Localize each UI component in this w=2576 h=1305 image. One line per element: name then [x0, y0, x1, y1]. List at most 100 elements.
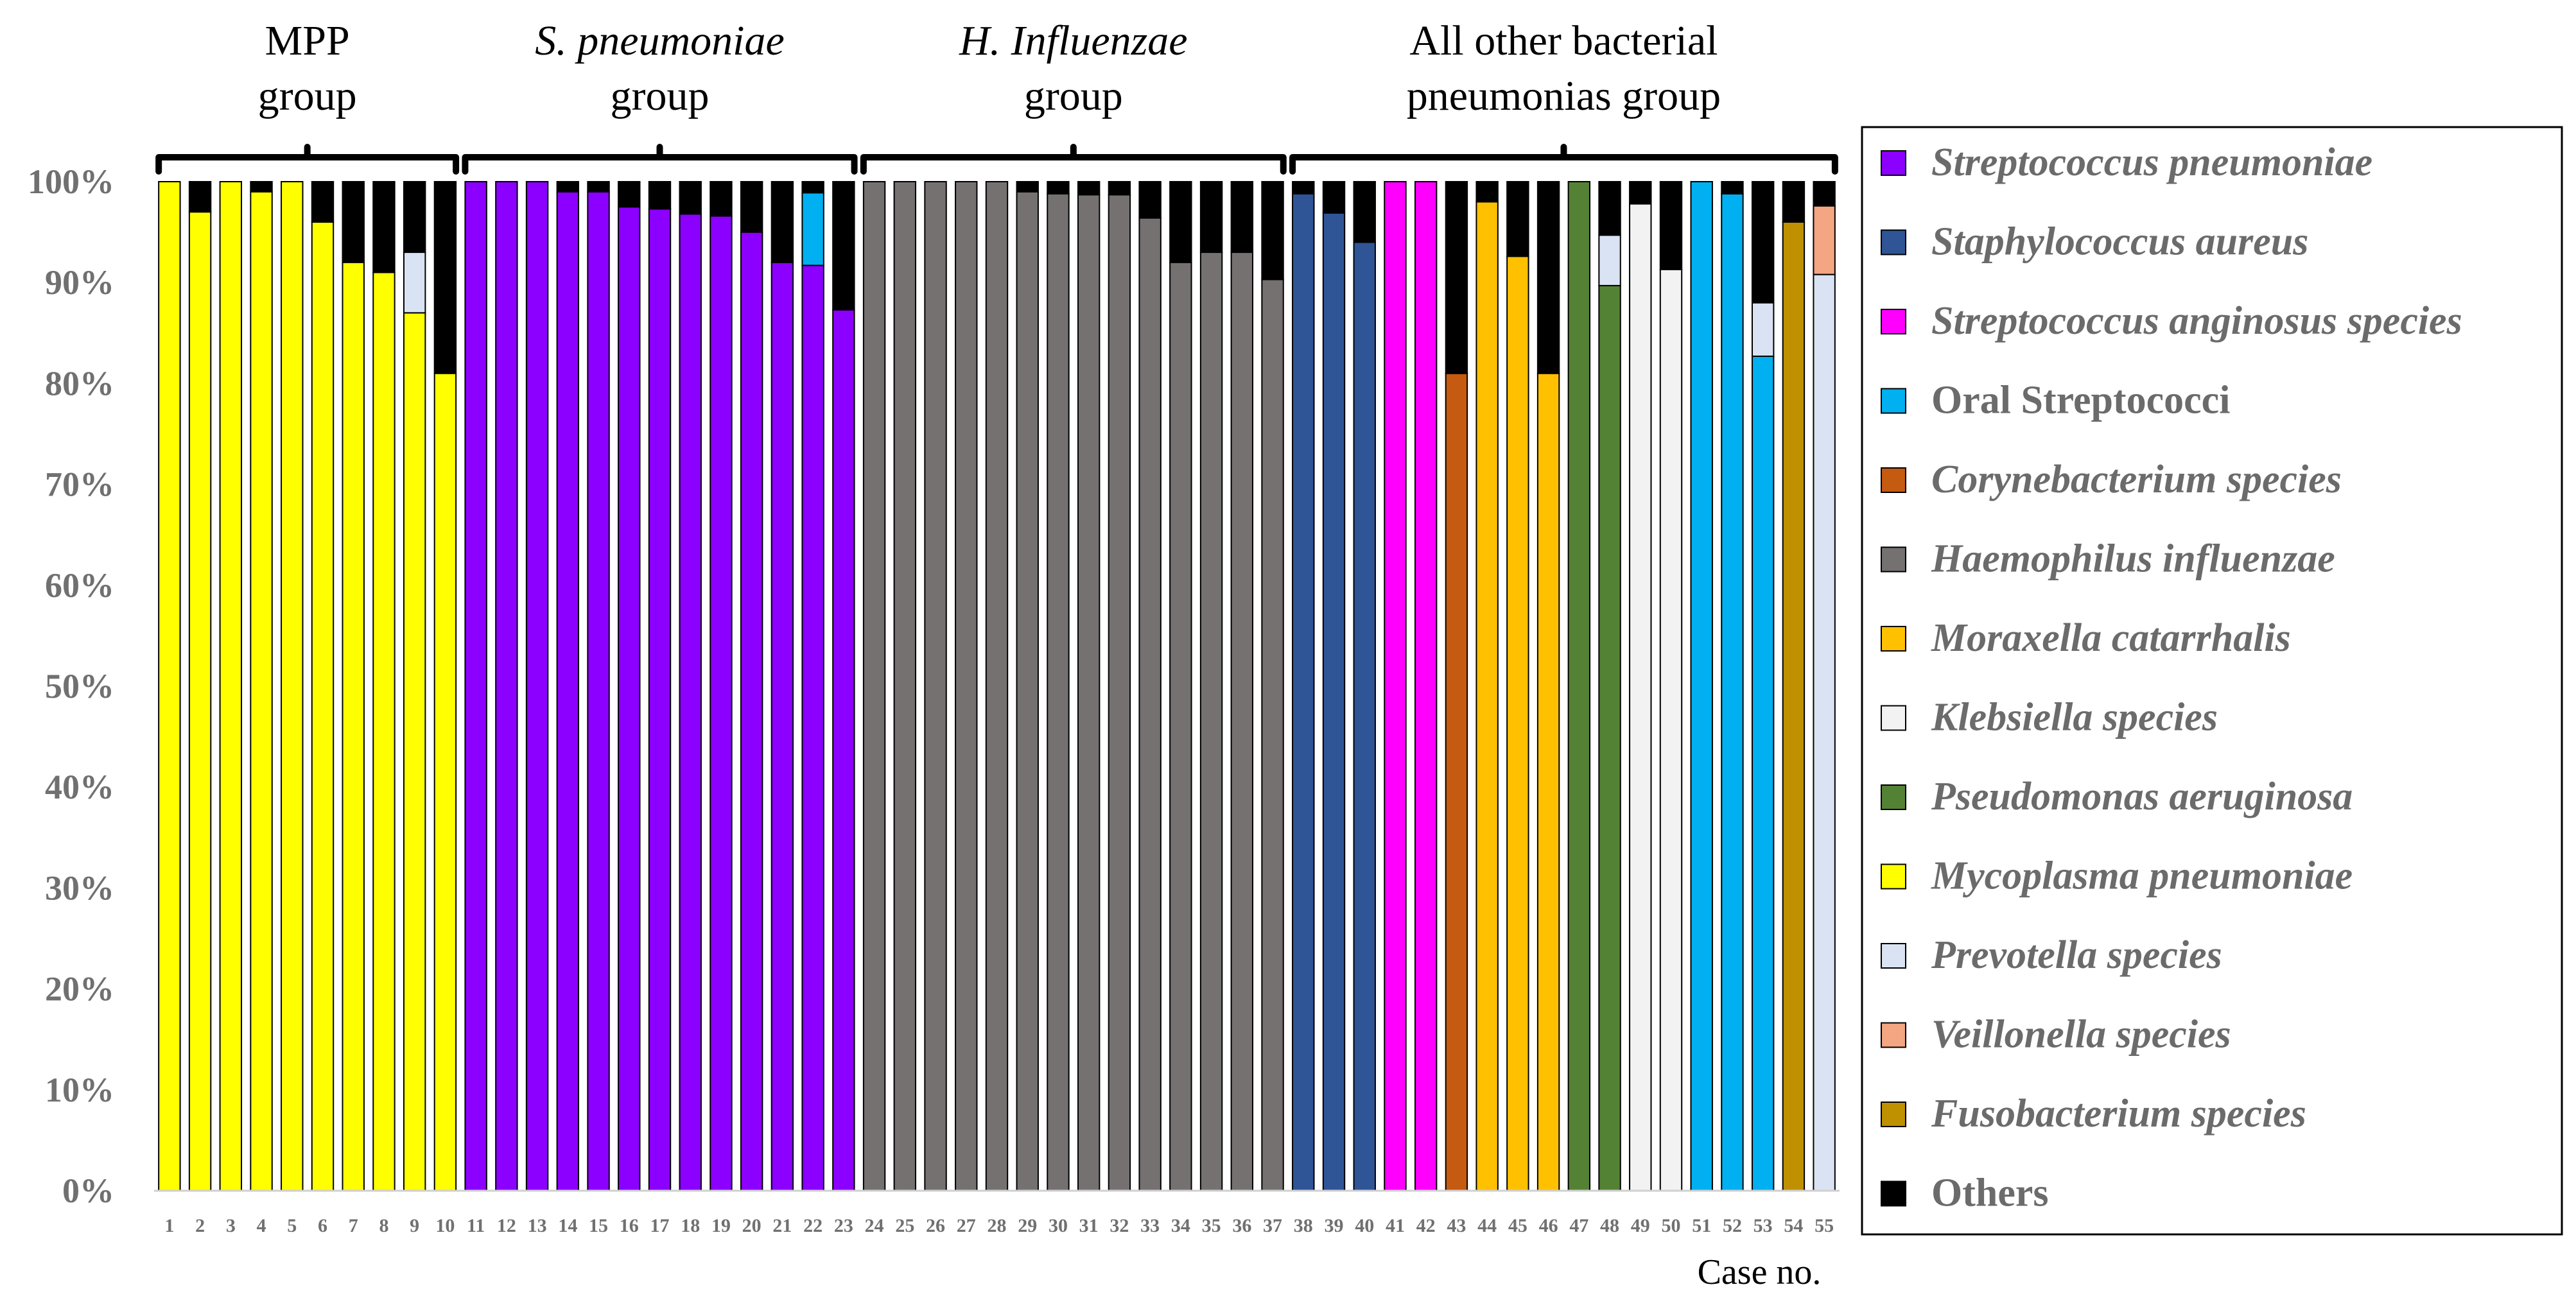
bar-segment — [1322, 181, 1346, 214]
legend-label: Streptococcus anginosus species — [1931, 299, 2462, 343]
legend-label: Prevotella species — [1931, 933, 2222, 977]
bar-segment — [1199, 181, 1223, 254]
bar-segment — [556, 191, 580, 1192]
x-tick-label: 33 — [1140, 1215, 1160, 1236]
x-tick-label: 21 — [772, 1215, 792, 1236]
x-tick-label: 8 — [379, 1215, 388, 1236]
y-tick-label: 20% — [45, 970, 114, 1008]
x-tick-label: 35 — [1202, 1215, 1221, 1236]
x-tick-label: 41 — [1386, 1215, 1405, 1236]
bar-segment — [188, 211, 212, 1191]
legend-label: Mycoplasma pneumoniae — [1931, 854, 2353, 898]
bar-segment — [1047, 193, 1070, 1191]
bar-segment — [1813, 181, 1836, 207]
bar-segment — [618, 181, 641, 208]
x-tick-label: 40 — [1355, 1215, 1374, 1236]
x-tick-label: 47 — [1569, 1215, 1588, 1236]
bar-segment — [1506, 181, 1529, 257]
x-tick-label: 22 — [803, 1215, 822, 1236]
x-tick-label: 53 — [1754, 1215, 1773, 1236]
group-bracket — [1289, 144, 1838, 175]
bar-segment — [250, 191, 273, 1192]
bar-segment — [1108, 181, 1131, 196]
bar-segment — [495, 181, 518, 1191]
legend-label: Veillonella species — [1931, 1013, 2231, 1057]
group-label: group — [611, 73, 709, 119]
bar-segment — [1475, 201, 1499, 1192]
bar-segment — [464, 181, 487, 1191]
legend-swatch — [1881, 784, 1906, 810]
x-tick-label: 14 — [558, 1215, 577, 1236]
x-tick-label: 42 — [1416, 1215, 1436, 1236]
legend-swatch — [1881, 1180, 1906, 1207]
bar-segment — [1169, 261, 1192, 1191]
bar-segment — [281, 181, 304, 1191]
x-tick-label: 27 — [957, 1215, 976, 1236]
bar-segment — [1598, 181, 1621, 236]
legend-swatch — [1881, 150, 1906, 176]
bar-segment — [740, 231, 763, 1192]
bar-segment — [1475, 181, 1499, 203]
group-bracket — [462, 144, 858, 175]
x-tick-label: 28 — [988, 1215, 1007, 1236]
x-tick-label: 54 — [1784, 1215, 1803, 1236]
x-tick-label: 4 — [257, 1215, 266, 1236]
bar-segment — [1751, 355, 1775, 1191]
bar-segment — [342, 261, 365, 1191]
bar-segment — [372, 181, 396, 273]
bar-segment — [1138, 181, 1162, 219]
bar-segment — [679, 181, 702, 215]
legend: Streptococcus pneumoniae Staphylococcus a… — [1861, 126, 2563, 1236]
legend-label: Pseudomonas aeruginosa — [1931, 775, 2353, 818]
bar-segment — [832, 309, 855, 1191]
x-tick-label: 11 — [467, 1215, 485, 1236]
x-tick-label: 3 — [226, 1215, 236, 1236]
bar-segment — [1659, 181, 1683, 270]
x-tick-label: 38 — [1294, 1215, 1313, 1236]
group-label: group — [258, 73, 357, 119]
bar-segment — [250, 181, 273, 193]
bar-segment — [1108, 194, 1131, 1191]
bar-segment — [648, 181, 672, 210]
x-tick-label: 48 — [1600, 1215, 1619, 1236]
legend-label: Fusobacterium species — [1931, 1092, 2306, 1136]
x-tick-label: 19 — [711, 1215, 731, 1236]
bar-segment — [1138, 217, 1162, 1191]
bar-segment — [1721, 181, 1744, 194]
bar-segment — [985, 181, 1009, 1191]
legend-swatch — [1881, 943, 1906, 969]
bar-segment — [1414, 181, 1438, 1191]
x-tick-label: 37 — [1263, 1215, 1282, 1236]
legend-label: Others — [1931, 1171, 2049, 1215]
bar-segment — [311, 181, 335, 223]
group-label: All other bacterial — [1409, 17, 1718, 64]
x-tick-label: 45 — [1508, 1215, 1527, 1236]
bar-segment — [618, 206, 641, 1191]
bar-segment — [893, 181, 917, 1191]
bar-segment — [1230, 252, 1254, 1191]
bar-segment — [1813, 205, 1836, 275]
legend-swatch — [1881, 1102, 1906, 1127]
group-bracket — [860, 144, 1287, 175]
legend-swatch — [1881, 388, 1906, 414]
x-tick-label: 6 — [318, 1215, 327, 1236]
x-tick-label: 5 — [287, 1215, 297, 1236]
legend-swatch — [1881, 546, 1906, 573]
legend-label: Klebsiella species — [1931, 696, 2218, 739]
group-label: S. pneumoniae — [535, 17, 785, 64]
x-axis: 1 2 3 4 5 6 7 8 9 10 11 12 13 14 15 16 17 18 19 20 21 22 23 24 2… — [154, 1189, 1840, 1236]
bar-segment — [587, 191, 610, 1192]
bar-segment — [1292, 181, 1315, 194]
bar-segment — [219, 181, 243, 1191]
y-axis: 0% 10% 20% 30% 40% 50% 60% 70% 80% 90% 100% — [28, 162, 114, 1210]
x-tick-label: 39 — [1325, 1215, 1344, 1236]
bar-segment — [342, 181, 365, 263]
bar-segment — [801, 181, 824, 194]
bar-segment — [648, 208, 672, 1192]
bar-segment — [311, 221, 335, 1191]
x-tick-label: 17 — [650, 1215, 670, 1236]
bar-segment — [1384, 181, 1407, 1191]
bar-segment — [770, 261, 794, 1191]
bar-segment — [1353, 241, 1376, 1192]
